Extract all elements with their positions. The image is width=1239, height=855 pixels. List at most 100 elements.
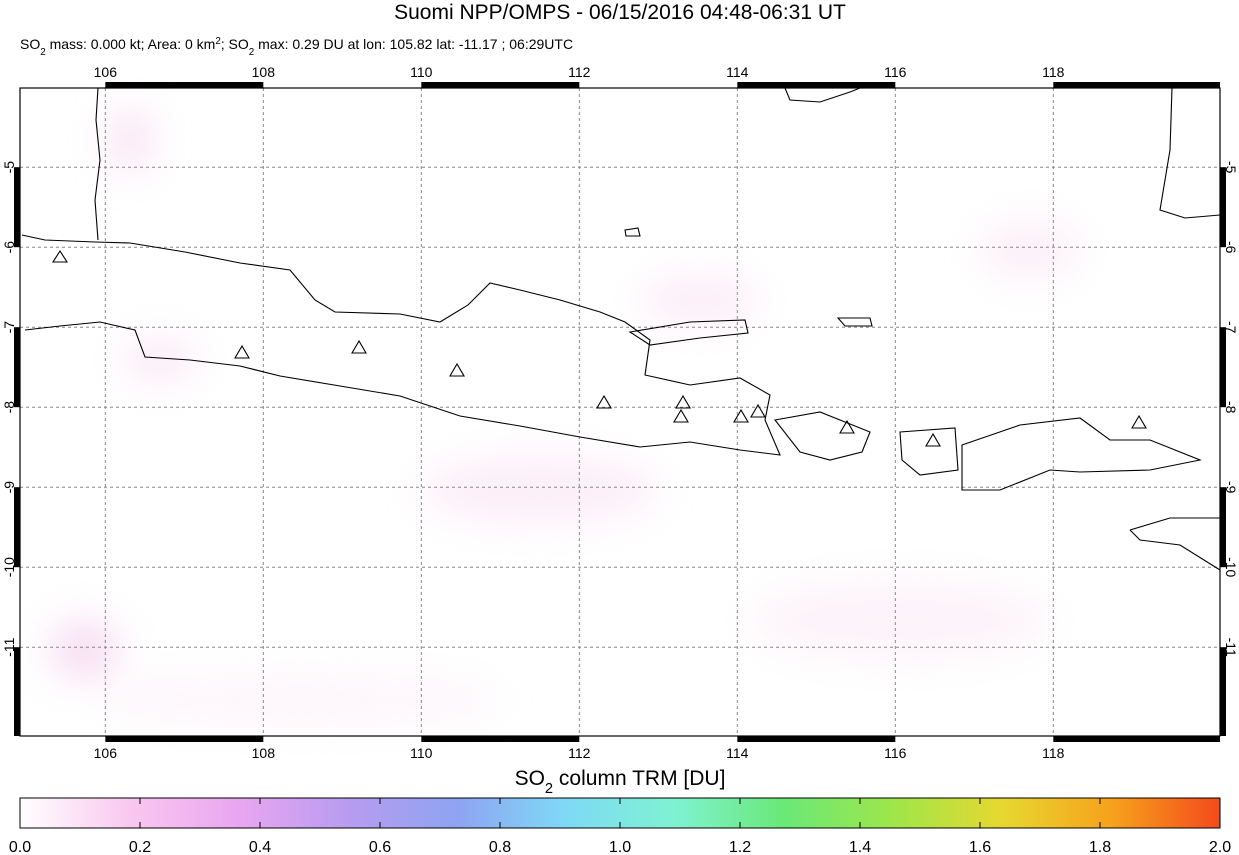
map-frame: 106 106 108 108 110 110 112 112 114 114 116 116 118 1… [1,64,1239,761]
text-part: SO [20,36,40,52]
x-tick-label: 116 [884,64,907,80]
x-tick-label: 110 [410,64,433,80]
bawean-coast [624,227,641,237]
volcano [449,362,465,377]
x-tick-label: 106 [94,745,118,761]
sumatra-coast [94,87,101,241]
frame-segment [14,647,20,736]
colorbar-label: SO2 column TRM [DU] [515,767,726,797]
volcano [234,344,250,359]
y-tick-label: -5 [1,161,17,174]
x-tick-label: 108 [252,745,276,761]
y-tick-label: -8 [1,401,17,414]
frame-segment [737,82,896,88]
x-tick-label: 112 [568,64,591,80]
frame-segment [421,82,580,88]
volcano [733,408,749,423]
volcano [351,339,367,354]
volcano [839,419,855,434]
y-tick-label: -6 [1,241,17,254]
x-tick-label: 108 [252,64,276,80]
frame-segment [1053,736,1220,742]
subtitle: SO2 mass: 0.000 kt; Area: 0 km2; SO2 max… [20,36,573,58]
frame-segment [737,736,896,742]
frame-segment [105,82,264,88]
colorbar-tick-label: 0.8 [489,839,511,855]
colorbar-tick-label: 0.2 [129,839,151,855]
volcanoes [51,249,1147,447]
title: Suomi NPP/OMPS - 06/15/2016 04:48-06:31 … [394,1,846,24]
frame-segment [1220,167,1226,248]
y-tick-label: -10 [1,557,17,577]
x-tick-label: 112 [568,745,591,761]
madura-coast [628,319,749,346]
colorbar-tick-label: 1.2 [729,839,751,855]
x-tick-label: 116 [884,745,907,761]
text-part: SO [515,767,545,790]
bali-coast [774,411,871,461]
colorbar-tick-label: 0.4 [249,839,271,855]
x-tick-label: 114 [726,745,749,761]
text-part: column TRM [DU] [553,767,725,790]
frame-segment [1220,647,1226,736]
y-tick-label: -7 [1,321,17,334]
volcano [750,403,766,418]
frame-segment [105,736,264,742]
volcano [596,394,612,409]
frame-segment [14,327,20,408]
frame-segment [1053,82,1220,88]
y-tick-label: -6 [1223,241,1239,254]
frame-segment [421,736,580,742]
frame-segment [14,487,20,568]
colorbar-tick-label: 1.0 [609,839,631,855]
colorbar-tick-label: 1.6 [969,839,991,855]
x-tick-label: 114 [726,64,749,80]
sumbawa-coast [961,417,1202,491]
script-text: 2 [249,47,254,58]
lombok-coast [899,427,959,476]
volcano [1131,414,1147,429]
x-tick-label: 118 [1042,64,1065,80]
frame-segment [14,167,20,248]
colorbar: 0.0 0.2 0.4 0.6 0.8 1.0 1.2 1.4 1.6 1.8 2.0 [9,797,1231,855]
volcano [925,432,941,447]
volcano [675,394,691,409]
x-tick-label: 118 [1042,745,1065,761]
script-text: 2 [40,47,45,58]
sumba-coast [1129,517,1221,571]
y-tick-label: -5 [1223,161,1239,174]
y-tick-label: -11 [1223,638,1239,657]
text-part: max: 0.29 DU at lon: 105.82 lat: -11.17 … [254,36,573,52]
frame-segment [1220,487,1226,568]
script-text: 2 [545,781,553,797]
map-border [19,87,1221,737]
frame-segment [1220,327,1226,408]
y-tick-label: -7 [1223,321,1239,334]
kangean-coast [836,317,873,327]
volcano [673,408,689,423]
coastlines [21,87,1221,571]
y-tick-label: -8 [1223,401,1239,414]
script-text: 2 [215,36,220,47]
colorbar-tick-label: 1.8 [1089,839,1111,855]
x-tick-label: 110 [410,745,433,761]
volcano [51,249,69,263]
java-coast [21,234,781,456]
colorbar-tick-label: 0.6 [369,839,391,855]
text-part: mass: 0.000 kt; Area: 0 km [46,36,216,52]
so2-haze [50,105,1080,725]
colorbar-tick-label: 2.0 [1209,839,1231,855]
y-tick-label: -10 [1223,557,1239,577]
y-tick-label: -11 [1,637,17,656]
text-part: ; SO [221,36,249,52]
sulawesi-coast [1159,87,1221,219]
x-tick-label: 106 [94,64,118,80]
colorbar-tick-label: 1.4 [849,839,871,855]
grid [20,88,1220,736]
kalimantan-coast [784,87,861,103]
y-tick-label: -9 [1223,481,1239,494]
colorbar-tick-label: 0.0 [9,839,31,855]
y-tick-label: -9 [1,481,17,494]
